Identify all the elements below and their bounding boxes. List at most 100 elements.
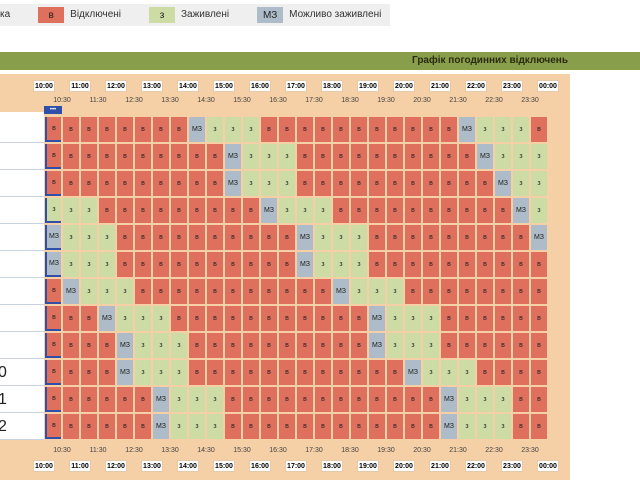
cell: з: [243, 117, 259, 142]
cell: в: [441, 333, 457, 358]
cell: в: [171, 306, 187, 331]
cell: в: [297, 333, 313, 358]
cell: в: [45, 360, 61, 385]
cell: в: [189, 225, 205, 250]
cell: з: [387, 279, 403, 304]
cell: в: [513, 306, 529, 331]
hour-label: 22:00: [465, 80, 487, 92]
cell: в: [495, 252, 511, 277]
cell: в: [225, 360, 241, 385]
cell: в: [225, 387, 241, 412]
cell: з: [423, 306, 439, 331]
cell: з: [81, 225, 97, 250]
cell: з: [207, 117, 223, 142]
row-label: 0: [0, 364, 7, 381]
cell: в: [441, 171, 457, 196]
cell: в: [351, 360, 367, 385]
cell: в: [297, 414, 313, 439]
cell: в: [63, 360, 79, 385]
cell: в: [117, 252, 133, 277]
cell: в: [117, 414, 133, 439]
cell: в: [99, 387, 115, 412]
cell: в: [459, 252, 475, 277]
cell: в: [99, 144, 115, 169]
cell: в: [441, 279, 457, 304]
header-bar: Графік погодинних відключень: [0, 52, 640, 70]
cell: в: [189, 252, 205, 277]
half-hour-label: 15:30: [233, 97, 251, 104]
cell: з: [153, 333, 169, 358]
cell: з: [423, 360, 439, 385]
cell: в: [261, 360, 277, 385]
half-hour-label: 12:30: [125, 97, 143, 104]
hour-label: 11:00: [69, 460, 91, 472]
cell: в: [369, 117, 385, 142]
cell: в: [243, 279, 259, 304]
cell: в: [423, 414, 439, 439]
cell: в: [369, 387, 385, 412]
cell: в: [351, 414, 367, 439]
cell: в: [315, 171, 331, 196]
hour-label: 16:00: [249, 460, 271, 472]
cell: в: [297, 279, 313, 304]
cell: в: [99, 198, 115, 223]
cell: в: [405, 252, 421, 277]
cell: МЗ: [99, 306, 115, 331]
legend-label: Заживлені: [181, 9, 230, 20]
cell: в: [81, 306, 97, 331]
cell: МЗ: [63, 279, 79, 304]
cell: в: [531, 279, 547, 304]
cell: в: [207, 225, 223, 250]
cell: в: [225, 225, 241, 250]
cell: з: [513, 117, 529, 142]
cell: в: [243, 333, 259, 358]
cell: з: [81, 198, 97, 223]
cell: в: [171, 144, 187, 169]
cell: в: [81, 144, 97, 169]
cell: з: [99, 279, 115, 304]
cell: в: [45, 414, 61, 439]
half-hour-label: 18:30: [341, 97, 359, 104]
cell: в: [81, 117, 97, 142]
cell: в: [531, 387, 547, 412]
hour-label: 11:00: [69, 80, 91, 92]
cell: в: [81, 360, 97, 385]
cell: в: [81, 171, 97, 196]
cell: в: [171, 252, 187, 277]
cell: з: [45, 198, 61, 223]
cell: з: [531, 198, 547, 223]
cell: в: [207, 171, 223, 196]
cell: в: [117, 144, 133, 169]
cell: з: [495, 387, 511, 412]
cell: МЗ: [225, 144, 241, 169]
cell: в: [297, 144, 313, 169]
cell: в: [405, 225, 421, 250]
cell: в: [477, 306, 493, 331]
half-hour-label: 11:30: [89, 97, 107, 104]
cell: в: [351, 117, 367, 142]
cell: в: [369, 144, 385, 169]
cell: МЗ: [261, 198, 277, 223]
hour-label: 23:00: [501, 80, 523, 92]
cell: в: [423, 144, 439, 169]
cell: в: [153, 252, 169, 277]
cell: з: [477, 387, 493, 412]
hour-label: 22:00: [465, 460, 487, 472]
cell: в: [117, 171, 133, 196]
row-divider: [0, 169, 44, 170]
hour-label: 13:00: [141, 460, 163, 472]
cell: з: [189, 387, 205, 412]
cell: з: [243, 171, 259, 196]
cell: з: [459, 387, 475, 412]
cell: МЗ: [369, 333, 385, 358]
cell: в: [261, 279, 277, 304]
half-hour-label: 19:30: [377, 447, 395, 454]
cell: МЗ: [531, 225, 547, 250]
row-divider: [0, 412, 44, 413]
cell: з: [207, 414, 223, 439]
cell: в: [63, 387, 79, 412]
cell: з: [171, 387, 187, 412]
cell: в: [495, 279, 511, 304]
cell: з: [477, 117, 493, 142]
cell: в: [405, 387, 421, 412]
